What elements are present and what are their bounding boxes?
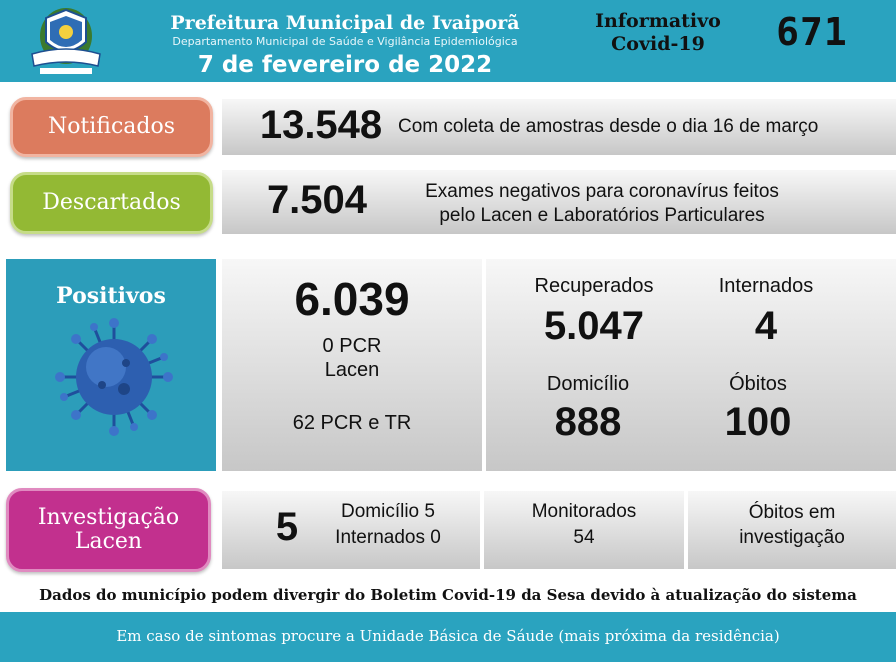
positivos-detail-panel (486, 259, 896, 471)
monitorados-value: 54 (573, 527, 595, 548)
report-date: 7 de fevereiro de 2022 (197, 52, 493, 78)
header: Prefeitura Municipal de Ivaiporã Departa… (0, 0, 896, 82)
positivos-pcr-tr: 62 PCR e TR (292, 412, 412, 434)
domicilio-label: Domicílio (546, 373, 630, 395)
investigacao-value: 5 (275, 505, 299, 549)
footer: Em caso de sintomas procure a Unidade Bá… (0, 612, 896, 662)
coronavirus-icon (55, 318, 173, 436)
investigacao-label-line1: Investigação (37, 505, 180, 530)
obitos-label: Óbitos (729, 373, 787, 395)
notificados-label: Notificados (47, 114, 176, 139)
internados-label: Internados (718, 275, 814, 297)
monitorados: Monitorados 54 (484, 499, 684, 551)
descartados-badge: Descartados (10, 172, 213, 234)
positivos-label: Positivos (56, 283, 166, 309)
investigacao-domicilio: Domicílio 5 (341, 501, 435, 522)
descartados-panel (222, 170, 896, 234)
descartados-description: Exames negativos para coronavírus feitos… (402, 180, 802, 228)
investigacao-label-line2: Lacen (74, 529, 143, 554)
disclaimer-note: Dados do município podem divergir do Bol… (39, 586, 857, 604)
bulletin-number: 671 (776, 10, 848, 54)
notificados-value: 13.548 (259, 103, 383, 147)
descartados-description-line1: Exames negativos para coronavírus feitos (425, 181, 779, 202)
informativo-line1: Informativo (595, 10, 721, 32)
investigacao-badge: Investigação Lacen (6, 488, 211, 572)
descartados-value: 7.504 (266, 178, 368, 222)
department-subtitle: Departamento Municipal de Saúde e Vigilâ… (172, 35, 518, 48)
descartados-label: Descartados (42, 190, 181, 215)
obitos-investigacao-line2: investigação (739, 527, 845, 548)
positivos-value: 6.039 (294, 273, 410, 325)
domicilio-value: 888 (554, 400, 622, 444)
obitos-investigacao-line1: Óbitos em (748, 502, 836, 523)
investigacao-internados: Internados 0 (335, 527, 441, 548)
descartados-description-line2: pelo Lacen e Laboratórios Particulares (439, 205, 765, 226)
notificados-panel (222, 99, 896, 155)
recuperados-label: Recuperados (534, 275, 654, 297)
internados-value: 4 (754, 304, 778, 348)
monitorados-label: Monitorados (531, 501, 637, 522)
obitos-investigacao-panel (688, 491, 896, 569)
pcr-lacen-line1: 0 PCR (322, 335, 382, 357)
footer-text: Em caso de sintomas procure a Unidade Bá… (116, 627, 780, 645)
municipal-crest-icon (31, 8, 101, 74)
page-title: Prefeitura Municipal de Ivaiporã (170, 12, 520, 34)
recuperados-value: 5.047 (543, 304, 645, 348)
notificados-description: Com coleta de amostras desde o dia 16 de… (398, 116, 819, 137)
notificados-badge: Notificados (10, 97, 213, 157)
monitorados-panel (484, 491, 684, 569)
positivos-panel: Positivos (6, 259, 216, 471)
obitos-value: 100 (724, 400, 792, 444)
positivos-pcr-lacen: 0 PCR Lacen (222, 334, 482, 382)
investigacao-panel (222, 491, 480, 569)
positivos-total-panel (222, 259, 482, 471)
pcr-lacen-line2: Lacen (324, 359, 380, 381)
informativo-line2: Covid-19 (611, 33, 705, 55)
obitos-investigacao: Óbitos em investigação (688, 500, 896, 550)
informativo-label: Informativo Covid-19 (578, 10, 738, 56)
investigacao-breakdown: Domicílio 5 Internados 0 (318, 499, 458, 551)
